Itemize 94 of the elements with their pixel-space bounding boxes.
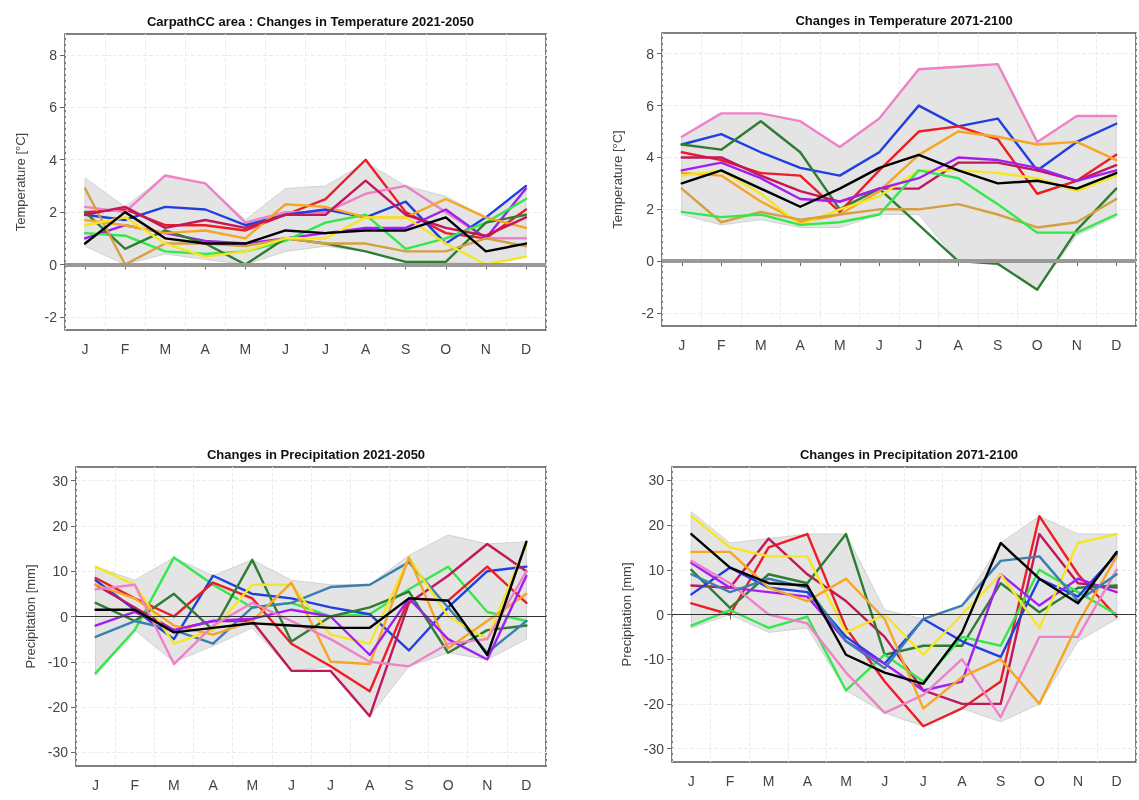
- chart-title: Changes in Temperature 2071-2100: [795, 13, 1013, 28]
- x-tick-label: J: [919, 773, 927, 789]
- x-tick-label: D: [1111, 773, 1122, 789]
- y-tick-label: -2: [44, 308, 58, 325]
- x-tick-label: A: [360, 341, 371, 357]
- line-series: [680, 125, 1118, 214]
- x-tick-label: A: [957, 773, 968, 789]
- y-axis-title: Temperature [°C]: [13, 132, 28, 232]
- y-tick-label: -20: [47, 699, 69, 716]
- x-tick-label: J: [687, 773, 695, 789]
- y-tick-label: -10: [47, 653, 69, 670]
- y-tick-label: -10: [643, 651, 665, 668]
- y-tick-label: 0: [646, 253, 655, 270]
- x-tick-label: O: [442, 777, 454, 793]
- x-tick-label: A: [208, 777, 219, 793]
- y-tick-label: -30: [47, 744, 69, 761]
- y-axis-title: Temperature [°C]: [610, 130, 625, 229]
- line-series: [680, 119, 1118, 291]
- x-tick-label: J: [322, 341, 330, 357]
- x-tick-label: M: [762, 773, 775, 789]
- x-tick-label: J: [875, 337, 883, 353]
- x-tick-label: N: [480, 341, 491, 357]
- x-tick-label: A: [200, 341, 211, 357]
- x-tick-label: J: [281, 341, 289, 357]
- y-tick-label: 30: [648, 472, 665, 489]
- x-tick-label: M: [754, 337, 767, 353]
- chart-title: Changes in Precipitation 2021-2050: [206, 447, 426, 462]
- x-tick-label: O: [1031, 337, 1043, 353]
- y-tick-label: 30: [52, 472, 69, 489]
- y-axis-title: Precipitation [mm]: [22, 564, 38, 669]
- x-tick-label: M: [168, 777, 180, 793]
- y-tick-label: 10: [52, 563, 69, 580]
- x-tick-label: M: [833, 337, 846, 353]
- x-tick-label: S: [995, 773, 1006, 789]
- y-tick-label: 8: [49, 46, 58, 63]
- x-tick-label: J: [915, 337, 923, 353]
- x-tick-label: N: [1071, 337, 1082, 353]
- x-tick-label: J: [92, 777, 100, 793]
- chart-title: Changes in Precipitation 2071-2100: [799, 447, 1019, 462]
- y-tick-label: 20: [52, 517, 69, 534]
- x-tick-label: A: [802, 773, 813, 789]
- x-tick-label: N: [1072, 773, 1084, 789]
- x-tick-label: J: [287, 777, 295, 793]
- x-tick-label: D: [521, 777, 532, 793]
- y-tick-label: 4: [49, 151, 58, 168]
- x-tick-label: A: [365, 777, 376, 793]
- x-tick-label: S: [401, 341, 411, 357]
- chart-title: CarpathCC area : Changes in Temperature 2021-2050: [146, 14, 475, 29]
- line-series: [680, 62, 1118, 149]
- x-tick-label: M: [840, 773, 852, 789]
- y-tick-label: -2: [641, 305, 655, 322]
- y-tick-label: 6: [49, 99, 58, 116]
- y-tick-label: 10: [648, 561, 665, 578]
- line-series: [83, 187, 528, 266]
- x-tick-label: S: [404, 777, 414, 793]
- line-series: [94, 565, 528, 693]
- x-tick-label: D: [1111, 337, 1122, 353]
- x-tick-label: A: [795, 337, 806, 353]
- y-tick-label: 0: [656, 606, 665, 623]
- x-tick-label: M: [246, 777, 259, 793]
- x-tick-label: J: [327, 777, 335, 793]
- x-tick-label: J: [81, 341, 89, 357]
- y-tick-label: 20: [648, 517, 665, 534]
- x-tick-label: F: [120, 341, 130, 357]
- y-tick-label: 6: [646, 97, 655, 114]
- x-tick-label: F: [716, 337, 726, 353]
- y-tick-label: 2: [646, 201, 655, 218]
- y-tick-label: -30: [643, 740, 665, 757]
- line-series: [83, 197, 528, 256]
- x-tick-label: F: [725, 773, 735, 789]
- x-tick-label: F: [130, 777, 140, 793]
- y-tick-label: 8: [646, 45, 655, 62]
- y-tick-label: 0: [60, 608, 69, 625]
- y-tick-label: 2: [49, 204, 58, 221]
- x-tick-label: N: [482, 777, 493, 793]
- y-tick-label: -20: [643, 695, 665, 712]
- line-series: [680, 187, 1118, 229]
- x-tick-label: A: [953, 337, 964, 353]
- line-series: [680, 104, 1118, 177]
- x-tick-label: J: [881, 773, 889, 789]
- x-tick-label: M: [239, 341, 252, 357]
- line-series: [83, 210, 528, 253]
- x-tick-label: J: [678, 337, 686, 353]
- line-series: [83, 197, 528, 240]
- x-tick-label: M: [159, 341, 172, 357]
- y-tick-label: 0: [49, 256, 58, 273]
- line-series: [83, 158, 528, 240]
- y-axis-title: Precipitation [mm]: [618, 562, 634, 667]
- x-tick-label: O: [440, 341, 452, 357]
- line-series: [680, 130, 1118, 224]
- y-tick-label: 4: [646, 149, 655, 166]
- x-tick-label: S: [993, 337, 1003, 353]
- x-tick-label: D: [520, 341, 532, 357]
- x-tick-label: O: [1033, 773, 1045, 789]
